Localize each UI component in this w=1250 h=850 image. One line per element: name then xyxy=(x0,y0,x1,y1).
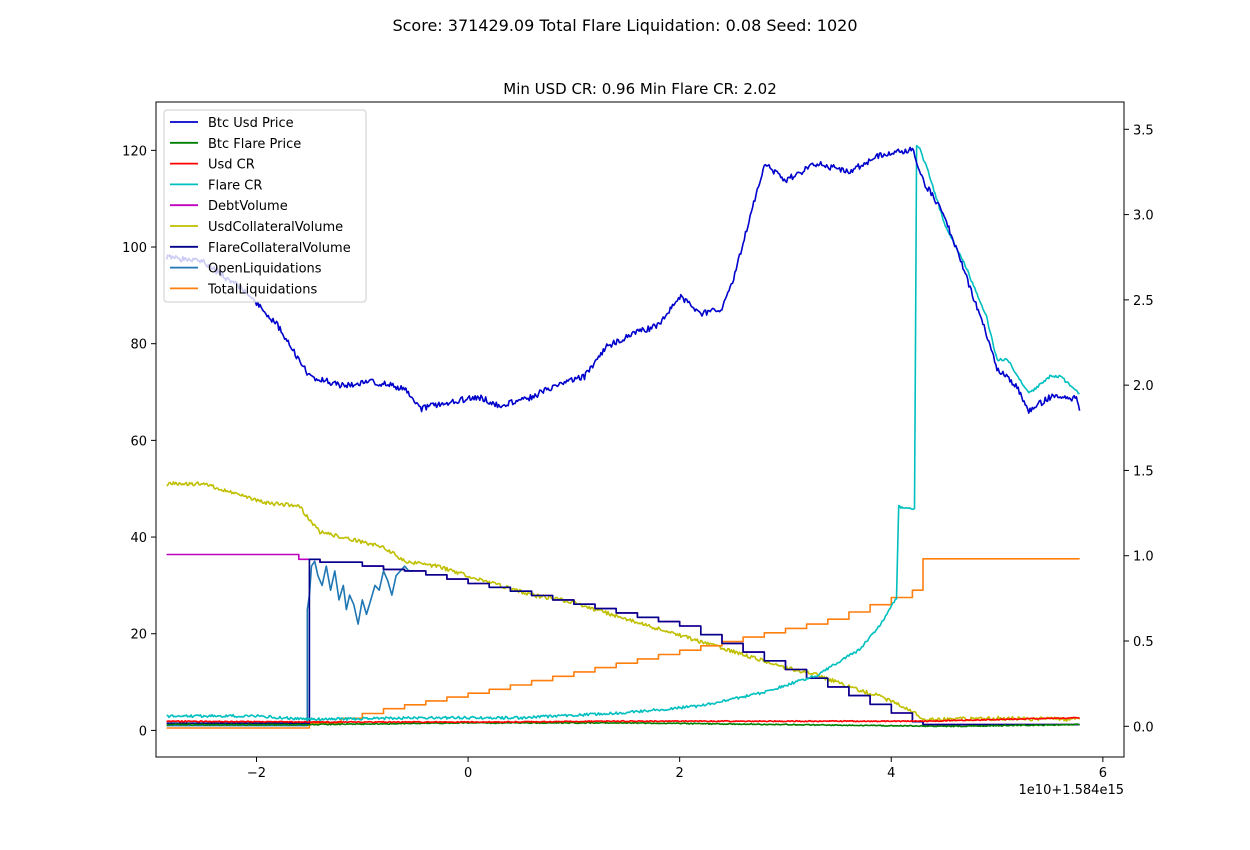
series-line-flare-collateral-volume xyxy=(166,558,1080,726)
y-right-tick-label: 2.5 xyxy=(1133,294,1154,309)
series-line-total-liquidations xyxy=(166,558,1080,729)
legend-entry: TotalLiquidations xyxy=(207,282,317,297)
y-right-tick-label: 0.5 xyxy=(1133,635,1154,650)
y-right-tick-label: 1.5 xyxy=(1133,464,1154,479)
x-tick-label: −2 xyxy=(247,766,266,781)
x-tick-label: 2 xyxy=(676,766,684,781)
y-right-tick-label: 3.0 xyxy=(1133,209,1154,224)
series-line-btc-flare-price xyxy=(166,721,1080,728)
chart-title: Min USD CR: 0.96 Min Flare CR: 2.02 xyxy=(503,80,777,98)
y-left-tick-label: 60 xyxy=(130,434,147,449)
y-right-tick-label: 0.0 xyxy=(1133,720,1154,735)
x-tick-label: 0 xyxy=(464,766,472,781)
legend-box xyxy=(163,109,367,303)
plot-area xyxy=(165,144,1081,729)
series-line-flare-cr xyxy=(166,144,1080,722)
y-left-tick-label: 80 xyxy=(130,338,147,353)
series-line-usd-collateral-volume xyxy=(166,481,1081,723)
y-axis-right: 0.0 0.5 1.0 1.5 2.0 2.5 3.0 3.5 xyxy=(1124,123,1154,735)
y-right-tick-label: 1.0 xyxy=(1133,550,1154,565)
legend-entry: Btc Usd Price xyxy=(208,116,294,131)
legend-entry: OpenLiquidations xyxy=(208,262,322,277)
series-line-debt-volume xyxy=(166,553,1080,726)
y-left-tick-label: 100 xyxy=(122,241,147,256)
legend-entry: Flare CR xyxy=(208,178,262,193)
series-line-usd-cr xyxy=(166,716,1080,724)
y-left-tick-label: 20 xyxy=(130,628,147,643)
axes-frame xyxy=(155,101,1125,758)
x-tick-label: 6 xyxy=(1099,766,1107,781)
figure-suptitle: Score: 371429.09 Total Flare Liquidation… xyxy=(392,16,857,35)
y-left-tick-label: 120 xyxy=(122,144,147,159)
legend-entry: FlareCollateralVolume xyxy=(208,241,351,256)
series-line-open-liquidations xyxy=(166,560,414,727)
legend-entry: DebtVolume xyxy=(208,199,288,214)
y-axis-left: 0 20 40 60 80 100 120 xyxy=(122,144,156,739)
x-axis: −2 0 2 4 6 xyxy=(247,757,1107,781)
y-left-tick-label: 0 xyxy=(139,724,147,739)
series-line-btc-usd-price xyxy=(165,146,1081,414)
x-offset-label: 1e10+1.584e15 xyxy=(1019,783,1124,798)
x-tick-label: 4 xyxy=(887,766,895,781)
y-left-tick-label: 40 xyxy=(130,531,147,546)
y-right-tick-label: 3.5 xyxy=(1133,123,1154,138)
legend-entry: UsdCollateralVolume xyxy=(208,220,343,235)
legend: Btc Usd Price Btc Flare Price Usd CR Flare … xyxy=(163,109,367,303)
legend-entry: Btc Flare Price xyxy=(208,137,301,152)
legend-entry: Usd CR xyxy=(208,158,255,173)
y-right-tick-label: 2.0 xyxy=(1133,379,1154,394)
